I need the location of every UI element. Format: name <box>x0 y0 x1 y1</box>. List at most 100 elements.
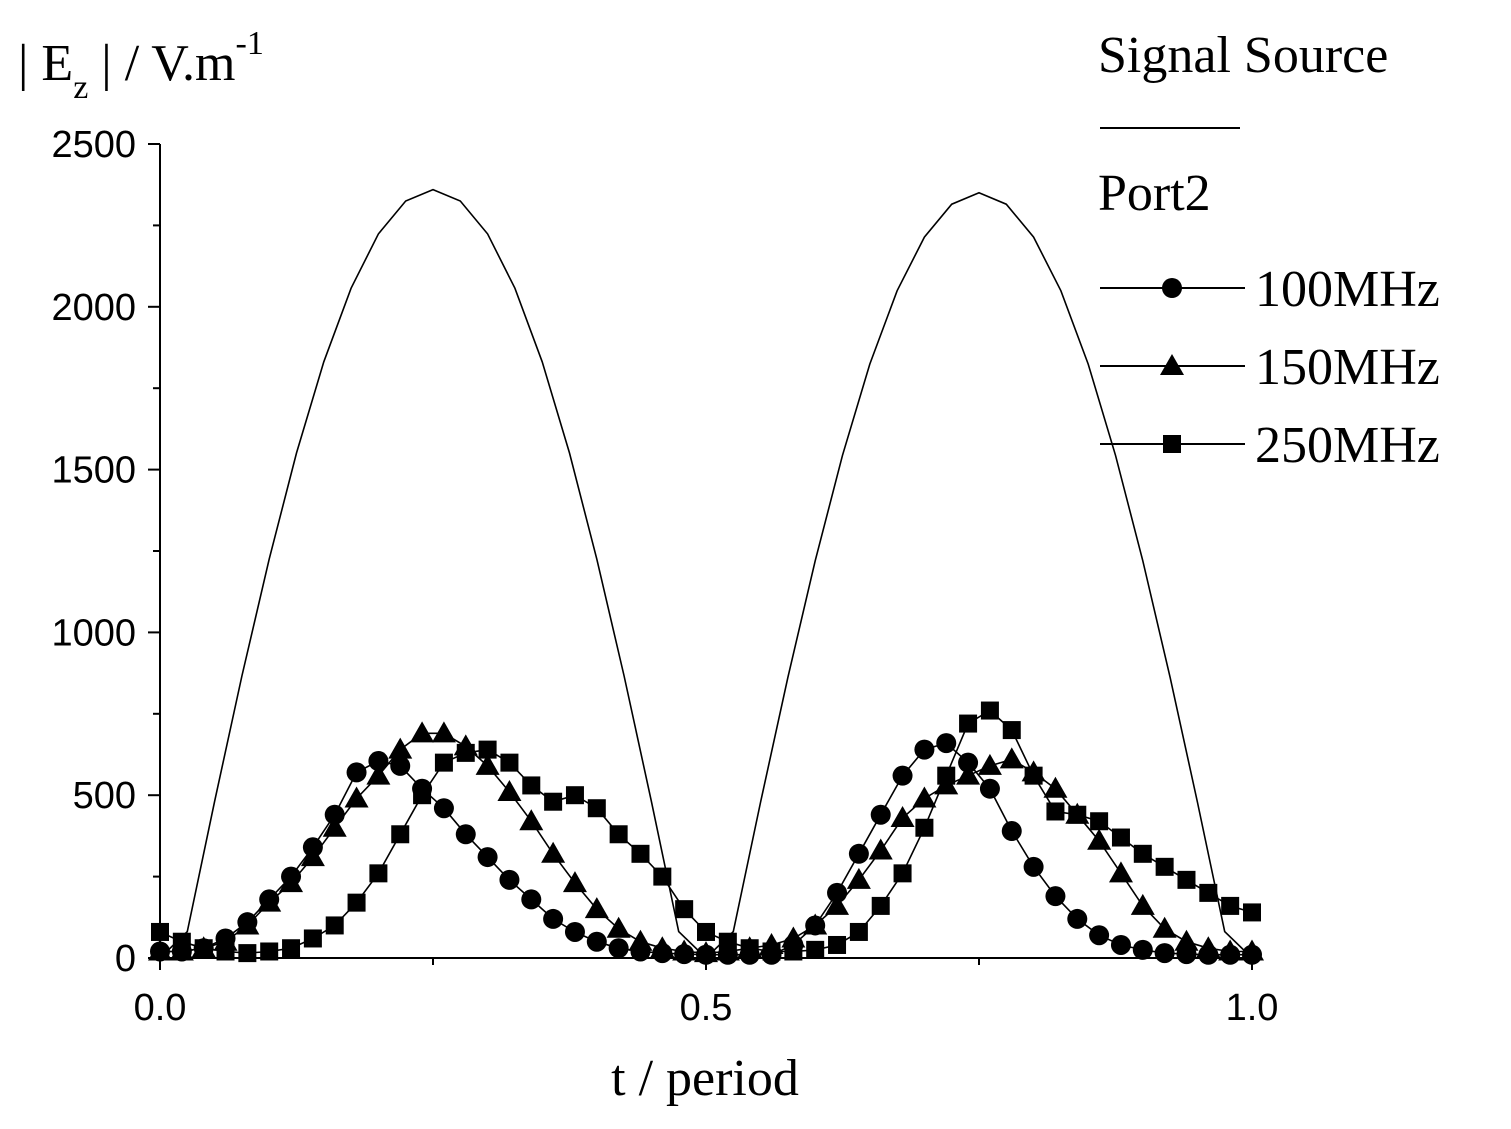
data-point <box>936 733 957 754</box>
data-point <box>257 890 282 912</box>
data-point <box>1045 886 1066 907</box>
data-point <box>937 766 956 785</box>
data-point <box>999 747 1024 769</box>
data-point <box>544 792 563 811</box>
data-point <box>584 897 609 919</box>
data-point <box>322 815 347 837</box>
data-point <box>675 900 694 919</box>
data-point <box>606 916 631 938</box>
data-point <box>980 701 999 720</box>
data-point <box>977 753 1002 775</box>
data-point <box>391 825 410 844</box>
data-point <box>848 843 869 864</box>
data-point <box>562 871 587 893</box>
data-point <box>434 753 453 772</box>
data-point <box>216 942 235 961</box>
data-point <box>846 867 871 889</box>
y-label-part: | / V.m <box>88 35 235 92</box>
data-point <box>1067 908 1088 929</box>
data-point <box>1110 934 1131 955</box>
data-point <box>609 825 628 844</box>
x-tick-label: 0.0 <box>134 987 187 1029</box>
data-point <box>148 939 172 961</box>
data-point <box>718 932 737 951</box>
data-point <box>1154 943 1175 964</box>
data-point <box>390 755 411 776</box>
data-point <box>915 818 934 837</box>
data-point <box>1132 939 1153 960</box>
data-point <box>260 942 279 961</box>
data-point <box>433 798 454 819</box>
y-label-subscript: z <box>73 69 88 106</box>
data-point <box>456 743 475 762</box>
data-point <box>413 786 432 805</box>
data-point <box>1152 916 1177 938</box>
data-point <box>870 804 891 825</box>
data-point <box>346 762 367 783</box>
data-point <box>825 893 850 915</box>
data-point <box>1002 721 1021 740</box>
data-point <box>849 922 868 941</box>
data-point <box>827 882 848 903</box>
data-point <box>697 922 715 941</box>
data-point <box>303 929 322 948</box>
data-point <box>477 847 498 868</box>
data-point <box>521 889 542 910</box>
legend-label: 100MHz <box>1255 261 1440 318</box>
legend-marker <box>1163 435 1181 453</box>
data-point <box>1089 925 1110 946</box>
data-point <box>1024 766 1043 785</box>
data-point <box>344 786 369 808</box>
y-tick-label: 1500 <box>51 450 136 492</box>
data-point <box>325 916 344 935</box>
data-point <box>1155 857 1174 876</box>
data-point <box>500 753 519 772</box>
data-point <box>1196 936 1221 958</box>
data-point <box>893 864 912 883</box>
data-point <box>564 921 585 942</box>
data-point <box>368 751 389 772</box>
data-point <box>455 824 476 845</box>
data-point <box>871 896 890 915</box>
data-point <box>1068 805 1087 824</box>
data-point <box>324 804 345 825</box>
data-point <box>1090 812 1109 831</box>
data-point <box>282 939 301 958</box>
data-point <box>653 867 672 886</box>
data-point <box>781 926 806 948</box>
data-point <box>694 941 718 963</box>
data-point <box>762 942 781 961</box>
y-tick-label: 2500 <box>51 124 136 166</box>
data-point <box>956 763 981 785</box>
data-point <box>1133 844 1152 863</box>
data-point <box>300 845 325 867</box>
data-point <box>194 939 213 958</box>
data-point <box>631 844 650 863</box>
legend-marker <box>1160 354 1184 375</box>
y-tick-label: 500 <box>73 775 136 817</box>
data-point <box>1221 896 1240 915</box>
data-point <box>388 737 413 759</box>
data-point <box>912 786 937 808</box>
y-tick-label: 1000 <box>51 612 136 654</box>
data-point <box>366 763 391 785</box>
data-point <box>1177 870 1196 889</box>
data-point <box>979 778 1000 799</box>
data-point <box>151 922 169 941</box>
data-point <box>1240 939 1264 961</box>
data-point <box>1243 903 1261 922</box>
data-point <box>478 740 497 759</box>
data-point <box>1001 821 1022 842</box>
data-point <box>1199 883 1218 902</box>
legend-label: Signal Source <box>1098 27 1388 84</box>
y-label-superscript: -1 <box>236 25 264 62</box>
data-point <box>914 739 935 760</box>
data-point <box>347 893 366 912</box>
data-point <box>892 765 913 786</box>
data-point <box>565 786 584 805</box>
y-tick-label: 0 <box>115 938 136 980</box>
legend-group-title: Port2 <box>1098 165 1211 222</box>
y-axis-label: | Ez | / V.m-1 <box>18 25 264 106</box>
data-point <box>410 721 435 743</box>
